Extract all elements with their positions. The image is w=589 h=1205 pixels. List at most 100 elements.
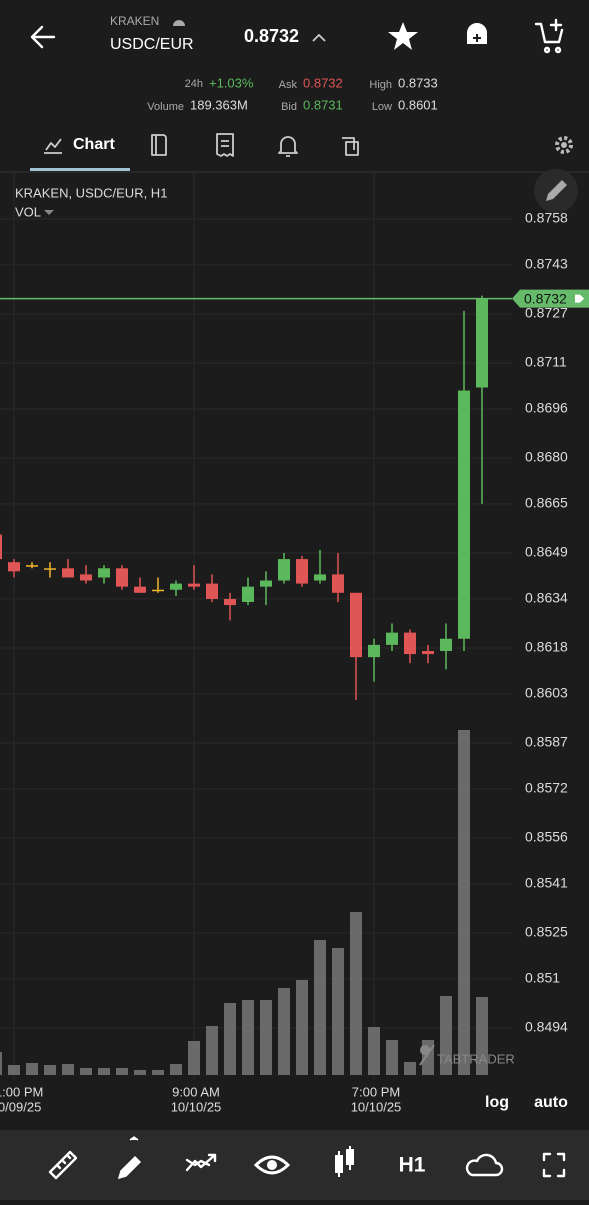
auto-button[interactable]: auto xyxy=(534,1094,568,1111)
y-tick-label: 0.8525 xyxy=(525,924,568,940)
y-tick-label: 0.8603 xyxy=(525,685,568,701)
volume-bar xyxy=(296,980,308,1075)
y-tick-label: 0.8649 xyxy=(525,544,568,560)
watermark-dot xyxy=(420,1045,430,1055)
volume-bar xyxy=(314,940,326,1075)
volume-bar xyxy=(206,1026,218,1075)
indicator-tool[interactable] xyxy=(185,1153,217,1172)
stat-label: Low xyxy=(372,101,392,113)
candle-body xyxy=(242,586,254,602)
volume-bar xyxy=(440,996,452,1075)
toolbar-icons: H1 xyxy=(48,1136,566,1180)
timeframe[interactable]: H1 xyxy=(399,1154,426,1177)
chart-tab-icon xyxy=(44,138,62,154)
y-tick-label: 0.8696 xyxy=(525,400,568,416)
volume-bar xyxy=(26,1063,38,1075)
candle-body xyxy=(314,574,326,581)
pair[interactable]: USDC/EUR xyxy=(110,36,194,53)
volume-bar xyxy=(368,1027,380,1075)
orders-tab[interactable] xyxy=(216,133,234,157)
x-tick-date: 10/10/25 xyxy=(171,1099,222,1114)
fullscreen-tool[interactable] xyxy=(542,1152,566,1178)
ruler-tool[interactable] xyxy=(48,1150,78,1180)
exchange: KRAKEN xyxy=(110,14,159,28)
exchange-icon xyxy=(173,20,185,26)
y-tick-label: 0.8494 xyxy=(525,1019,568,1035)
volume-bar xyxy=(278,988,290,1075)
y-tick-label: 0.8572 xyxy=(525,780,568,796)
draw-icon xyxy=(546,180,567,201)
settings-button[interactable] xyxy=(555,136,573,154)
candle-body xyxy=(206,583,218,599)
candle-body xyxy=(368,644,380,658)
y-tick-label: 0.8587 xyxy=(525,734,568,750)
chart: 0.8758 0.8743 0.8727 0.8711 0.8696 0.8680 0.86… xyxy=(0,173,589,1114)
favorite-button[interactable] xyxy=(388,22,418,50)
candle-body xyxy=(332,574,344,593)
alert-button[interactable] xyxy=(464,21,489,50)
stat-value: +1.03% xyxy=(209,75,254,90)
pencil-tool[interactable] xyxy=(117,1136,142,1180)
chart-type-tool[interactable] xyxy=(335,1146,354,1177)
candle-body xyxy=(350,592,362,658)
volume-dropdown[interactable] xyxy=(44,210,54,215)
stat-value: 0.8732 xyxy=(303,75,343,90)
candle-body xyxy=(458,390,470,639)
volume-bar xyxy=(188,1041,200,1075)
candle-body xyxy=(440,638,452,652)
cart-button[interactable] xyxy=(534,18,564,54)
price-tag xyxy=(512,289,589,308)
volume-bar xyxy=(0,1052,2,1075)
stat-value: 0.8733 xyxy=(398,75,438,90)
y-tick-label: 0.8541 xyxy=(525,875,568,891)
stat-label: 24h xyxy=(185,78,203,90)
y-tick-label: 0.8618 xyxy=(525,639,568,655)
stat-label: Ask xyxy=(279,79,298,91)
stat-label: Bid xyxy=(281,101,297,113)
volume-bar xyxy=(476,997,488,1075)
watermark: TABTRADER xyxy=(437,1051,515,1066)
portfolio-tab[interactable] xyxy=(342,137,359,156)
chart-tab[interactable]: Chart xyxy=(73,136,115,153)
alerts-tab[interactable] xyxy=(278,136,298,157)
candle-body xyxy=(62,568,74,578)
log-button[interactable]: log xyxy=(485,1094,509,1111)
candle-body xyxy=(422,651,434,655)
volume-bar xyxy=(116,1068,128,1075)
stat-value: 189.363M xyxy=(190,97,248,112)
y-tick-label: 0.8665 xyxy=(525,495,568,511)
volume-bar xyxy=(350,912,362,1075)
visibility-tool[interactable] xyxy=(253,1155,291,1175)
stat-value: 0.8601 xyxy=(398,97,438,112)
chart-title: KRAKEN, USDC/EUR, H1 xyxy=(15,185,167,200)
x-tick-label: 7:00 PM xyxy=(352,1084,400,1099)
back-button[interactable] xyxy=(30,25,56,49)
candle-body xyxy=(188,583,200,587)
stat-label: Volume xyxy=(147,101,184,113)
stats: 24h +1.03% Ask 0.8732 High 0.8733 Volume… xyxy=(147,75,437,112)
x-tick-date: 10/09/25 xyxy=(0,1099,41,1114)
cloud-tool[interactable] xyxy=(465,1153,504,1177)
volume-bar xyxy=(44,1065,56,1075)
controls-backdrop xyxy=(478,1085,589,1125)
price-tag-icon xyxy=(575,294,584,303)
price-line-label: 0.8732 xyxy=(524,290,567,306)
tab-indicator xyxy=(30,168,130,171)
candle-body xyxy=(386,632,398,645)
visibility-pupil xyxy=(267,1160,277,1170)
volume-bar xyxy=(386,1040,398,1075)
x-tick-label: 9:00 AM xyxy=(172,1084,220,1099)
volume-bar xyxy=(404,1062,416,1075)
candle-body xyxy=(224,598,236,606)
x-tick-date: 10/10/25 xyxy=(351,1099,402,1114)
candle-body xyxy=(80,574,92,581)
toolbar xyxy=(0,1130,589,1200)
orderbook-tab[interactable] xyxy=(151,134,167,156)
candle-body xyxy=(170,583,182,590)
y-tick-label: 0.851 xyxy=(525,970,560,986)
volume-bar xyxy=(458,730,470,1075)
stat-label: High xyxy=(369,79,392,91)
candle-body xyxy=(152,589,164,592)
candle-body xyxy=(260,580,272,587)
